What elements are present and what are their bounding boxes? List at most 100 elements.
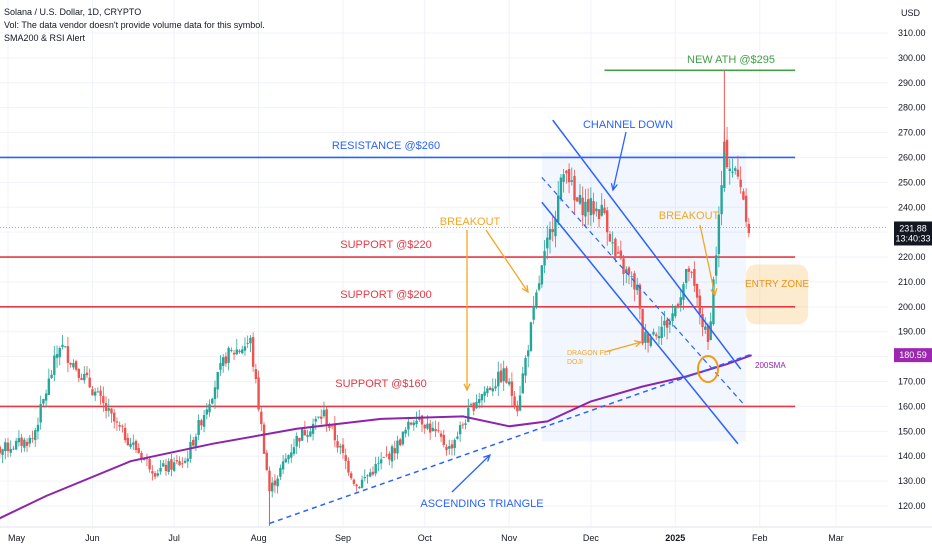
candle-body bbox=[562, 174, 565, 182]
candle bbox=[172, 457, 176, 472]
candle-body bbox=[747, 223, 751, 234]
candle-body bbox=[200, 420, 203, 426]
breakout-arrow-3-shaft bbox=[699, 224, 716, 296]
candle bbox=[349, 471, 353, 481]
candle-body bbox=[213, 387, 217, 400]
candle bbox=[581, 186, 584, 227]
candle bbox=[83, 366, 86, 384]
ascending-triangle-arrow-head bbox=[483, 453, 492, 462]
candle bbox=[584, 188, 587, 228]
candle-body bbox=[227, 347, 230, 363]
candle-body bbox=[53, 355, 56, 375]
candle bbox=[202, 410, 206, 433]
candle-body bbox=[567, 168, 571, 183]
channel-mid-line bbox=[541, 176, 744, 405]
candle-body bbox=[254, 369, 258, 379]
doji-label: DOJI bbox=[567, 359, 583, 366]
candle bbox=[690, 270, 693, 279]
candle-body bbox=[532, 305, 535, 320]
candle-body bbox=[170, 459, 173, 470]
time-tick-label: May bbox=[8, 533, 26, 543]
candle-body bbox=[448, 446, 451, 449]
candle bbox=[175, 455, 179, 465]
candle-body bbox=[646, 333, 650, 343]
candle-body bbox=[211, 398, 214, 404]
candle-body bbox=[300, 429, 304, 441]
candle bbox=[93, 387, 97, 402]
candle bbox=[6, 437, 10, 457]
candle-body bbox=[456, 436, 459, 439]
candle bbox=[281, 454, 285, 475]
candle bbox=[322, 401, 326, 419]
candle bbox=[162, 459, 165, 468]
candle bbox=[137, 443, 140, 454]
candle-body bbox=[47, 378, 51, 395]
candle-body bbox=[107, 408, 110, 411]
candle bbox=[513, 390, 516, 410]
time-axis[interactable]: May Jun Jul Aug Sep Oct Nov Dec 2025 Feb Mar bbox=[0, 526, 932, 550]
candle-body bbox=[565, 170, 568, 174]
candle bbox=[480, 393, 484, 409]
price-tick-label: 130.00 bbox=[898, 476, 926, 486]
candle-body bbox=[606, 210, 609, 233]
candle-body bbox=[238, 350, 241, 353]
candle-body bbox=[0, 446, 2, 454]
candle bbox=[437, 421, 440, 433]
price-axis[interactable]: USD 310.00 300.00 290.00 280.00 270.00 260.00 2… bbox=[888, 0, 932, 550]
candle bbox=[428, 419, 432, 440]
candle-body bbox=[472, 402, 475, 411]
candle bbox=[328, 422, 331, 431]
candle bbox=[687, 265, 691, 282]
candle bbox=[14, 437, 18, 451]
candle bbox=[238, 349, 241, 354]
candle-body bbox=[121, 425, 124, 427]
candle-body bbox=[249, 337, 252, 344]
candle bbox=[608, 231, 612, 242]
candle bbox=[34, 427, 37, 447]
support-220-label: SUPPORT @$220 bbox=[340, 239, 431, 251]
candle bbox=[714, 246, 718, 285]
candle-body bbox=[123, 427, 127, 441]
candle-body bbox=[415, 420, 418, 425]
candle-body bbox=[42, 398, 45, 404]
candle bbox=[39, 395, 42, 430]
candle bbox=[736, 155, 740, 180]
candle bbox=[276, 475, 279, 494]
candle-body bbox=[224, 356, 228, 364]
candle bbox=[674, 305, 677, 319]
candle-body bbox=[458, 425, 462, 435]
time-tick-label: Dec bbox=[583, 533, 600, 543]
candle-body bbox=[434, 429, 437, 432]
candle bbox=[287, 454, 290, 464]
candle bbox=[540, 265, 544, 288]
candle bbox=[448, 439, 451, 455]
candle-body bbox=[328, 424, 331, 429]
candle bbox=[404, 426, 407, 438]
candle-body bbox=[330, 425, 334, 427]
dragonfly-arrow-head bbox=[633, 340, 643, 348]
candle bbox=[279, 464, 282, 480]
candle bbox=[205, 402, 209, 420]
candle bbox=[31, 430, 34, 443]
candle bbox=[85, 366, 89, 378]
candle bbox=[298, 437, 301, 449]
candle-body bbox=[510, 381, 514, 396]
candle bbox=[317, 416, 320, 419]
candle-body bbox=[72, 363, 75, 368]
candle-body bbox=[706, 325, 710, 342]
volume-note: Vol: The data vendor doesn't provide vol… bbox=[4, 20, 265, 30]
candle-body bbox=[704, 326, 707, 330]
price-tick-label: 220.00 bbox=[898, 252, 926, 262]
dragonfly-label: DRAGON FLY bbox=[567, 350, 612, 357]
candle-body bbox=[235, 349, 238, 355]
candle-body bbox=[172, 462, 176, 471]
candle-body bbox=[320, 416, 323, 419]
channel-upper-line bbox=[552, 119, 742, 370]
candle-body bbox=[521, 373, 524, 394]
candle-body bbox=[725, 139, 729, 168]
candle-body bbox=[4, 442, 7, 452]
candle-body bbox=[104, 403, 108, 411]
candle-body bbox=[360, 479, 364, 488]
candle bbox=[371, 466, 375, 477]
